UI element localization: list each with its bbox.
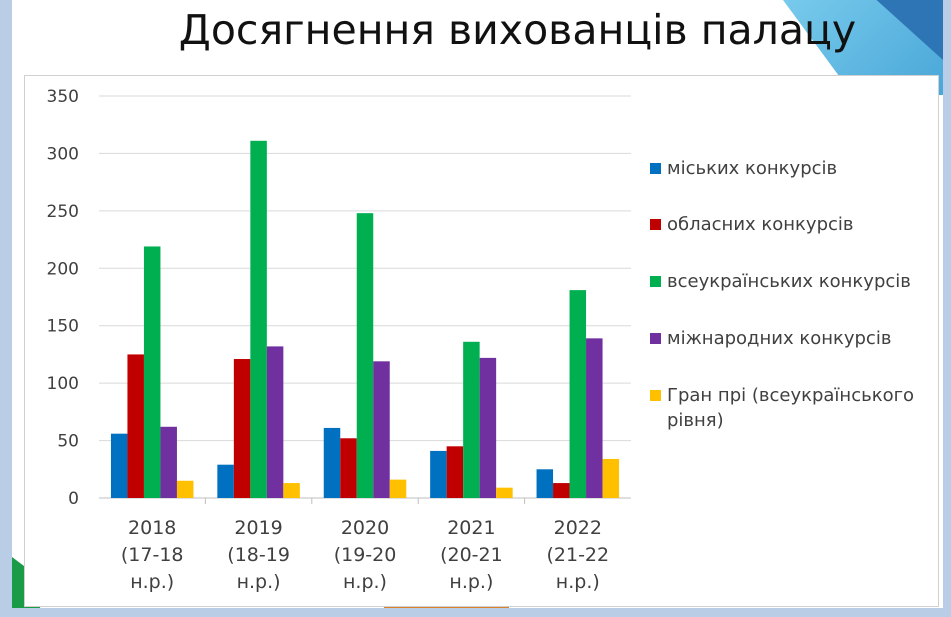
legend-item: міських конкурсів [650,156,837,181]
bar [553,483,570,498]
legend-label: Гран прі (всеукраїнського рівня) [667,383,914,433]
legend-item: міжнародних конкурсів [650,326,891,351]
legend-swatch [650,219,661,230]
legend-item: всеукраїнських конкурсів [650,269,911,294]
legend-label-line: Гран прі (всеукраїнського [667,385,915,406]
y-tick-label: 0 [68,489,79,509]
bar [176,480,194,498]
bar [463,341,480,498]
y-tick-label: 350 [47,87,79,107]
x-tick-label: н.р.) [237,571,281,593]
bar [323,427,341,498]
slide: Досягнення вихованців палацу 0 50 100 150 20… [12,0,943,608]
y-tick-label: 50 [57,432,79,452]
x-tick-label: 2021 [447,517,495,539]
legend-label-line: обласних конкурсів [667,214,854,235]
bar [373,361,390,498]
bar [143,246,161,498]
x-tick-label: 2020 [341,517,389,539]
bar [389,479,407,498]
legend-label: міжнародних конкурсів [667,326,891,351]
x-tick-label: н.р.) [556,571,600,593]
legend-swatch [650,163,661,174]
bar [430,450,447,498]
bar [250,140,267,498]
x-tick-label: (21-22 [546,544,609,566]
bar [446,446,464,498]
bar [536,469,554,498]
legend-swatch [650,276,661,287]
bar [160,426,177,498]
legend-label-line: всеукраїнських конкурсів [667,271,911,292]
bar [127,354,144,498]
x-tick-label: 2018 [128,517,176,539]
x-tick-label: (18-19 [227,544,290,566]
y-tick-label: 100 [47,374,79,394]
x-tick-label: н.р.) [449,571,493,593]
legend-swatch [650,390,661,401]
legend-label-line: міжнародних конкурсів [667,328,892,349]
bar [496,487,513,498]
legend-label: міських конкурсів [667,156,837,181]
bar [586,338,603,498]
x-tick-label: н.р.) [130,571,174,593]
y-tick-label: 250 [47,202,79,222]
legend-swatch [650,333,661,344]
bar-chart: 0 50 100 150 200 250 300 350 2018 (17-18 н.р.) 2019… [47,87,631,593]
y-tick-label: 200 [47,259,79,279]
bar [266,346,284,498]
bar [110,433,128,498]
x-tick-label: (19-20 [334,544,397,566]
legend-label-line: рівня) [667,410,724,431]
bar [479,357,497,498]
bar [283,483,300,498]
legend-label: всеукраїнських конкурсів [667,269,911,294]
y-tick-label: 300 [47,144,79,164]
x-tick-label: (17-18 [121,544,184,566]
bar [356,213,374,498]
x-tick-label: (20-21 [440,544,503,566]
y-tick-label: 150 [47,317,79,337]
slide-title: Досягнення вихованців палацу [178,6,857,54]
chart-frame: 0 50 100 150 200 250 300 350 2018 (17-18 н.р.) 2019… [24,75,939,607]
bar [569,290,587,498]
legend-label-line: міських конкурсів [667,158,838,179]
legend-label: обласних конкурсів [667,212,854,237]
legend-item: Гран прі (всеукраїнського рівня) [650,383,914,433]
x-tick-label: н.р.) [343,571,387,593]
x-tick-label: 2022 [554,517,602,539]
x-tick-label: 2019 [234,517,282,539]
bar [340,438,357,498]
bar [217,464,234,498]
bar [233,359,251,498]
legend-item: обласних конкурсів [650,212,854,237]
bar [602,458,620,498]
